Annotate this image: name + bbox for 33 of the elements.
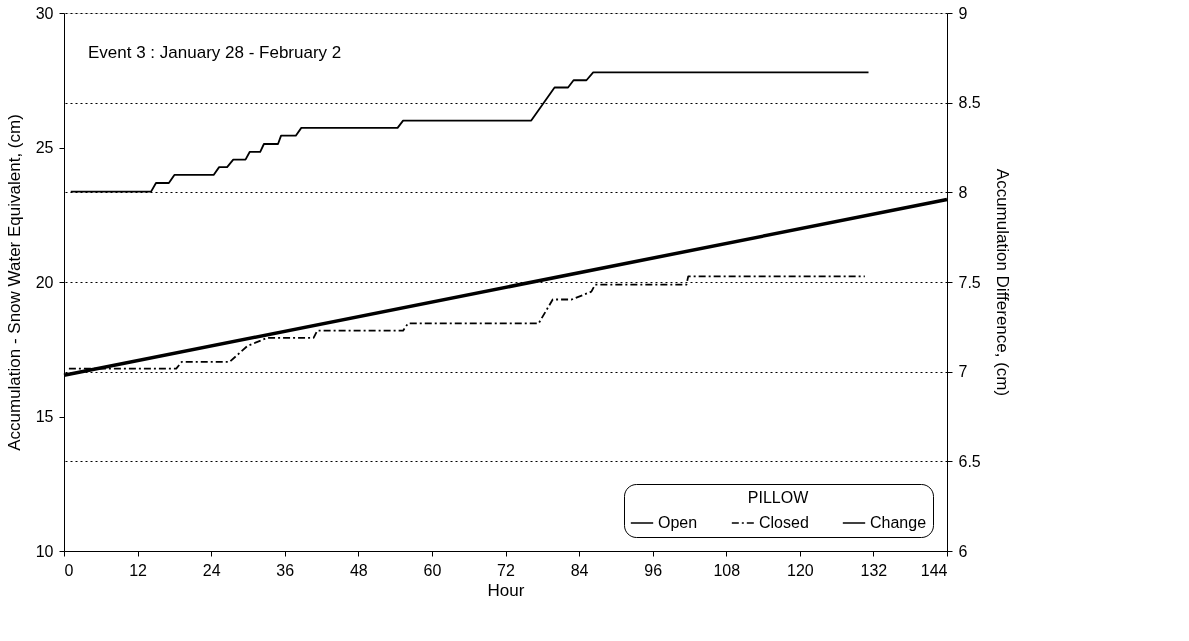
y2-tick-label: 9	[958, 4, 968, 22]
legend-label: Open	[658, 514, 698, 531]
x-tick-label: 24	[202, 561, 221, 579]
legend-title: PILLOW	[747, 489, 810, 506]
x-tick-label: 84	[570, 561, 589, 579]
x-tick-label: 132	[860, 561, 888, 579]
y-tick-label: 30	[35, 4, 54, 22]
y2-axis-title: Accumulation Difference, (cm)	[992, 168, 1012, 397]
x-tick-label: 108	[713, 561, 741, 579]
x-tick-label: 36	[276, 561, 295, 579]
x-tick-label: 120	[786, 561, 814, 579]
x-axis-title: Hour	[487, 580, 525, 600]
y2-tick-label: 7	[958, 363, 968, 381]
x-tick-label: 96	[644, 561, 663, 579]
y2-tick-label: 8	[958, 183, 968, 201]
y2-tick-label: 6.5	[958, 452, 981, 470]
y-tick-label: 10	[35, 542, 54, 560]
y-tick-label: 15	[35, 408, 54, 425]
y2-tick-label: 8.5	[958, 94, 981, 112]
x-tick-label: 12	[129, 561, 148, 579]
y2-tick-label: 6	[958, 542, 968, 560]
y-axis-title: Accumulation - Snow Water Equivalent, (cm)	[4, 114, 24, 451]
legend-label: Change	[870, 514, 927, 531]
x-tick-label: 0	[64, 561, 74, 579]
y2-tick-label: 7.5	[958, 273, 981, 291]
y-tick-label: 25	[35, 139, 54, 156]
x-tick-label: 60	[423, 561, 442, 579]
y-tick-label: 20	[35, 273, 54, 291]
x-tick-label: 72	[497, 561, 515, 579]
x-tick-label: 144	[920, 561, 948, 579]
annotation: Event 3 : January 28 - February 2	[88, 43, 342, 62]
legend-label: Closed	[759, 514, 809, 531]
x-tick-label: 48	[349, 561, 368, 579]
